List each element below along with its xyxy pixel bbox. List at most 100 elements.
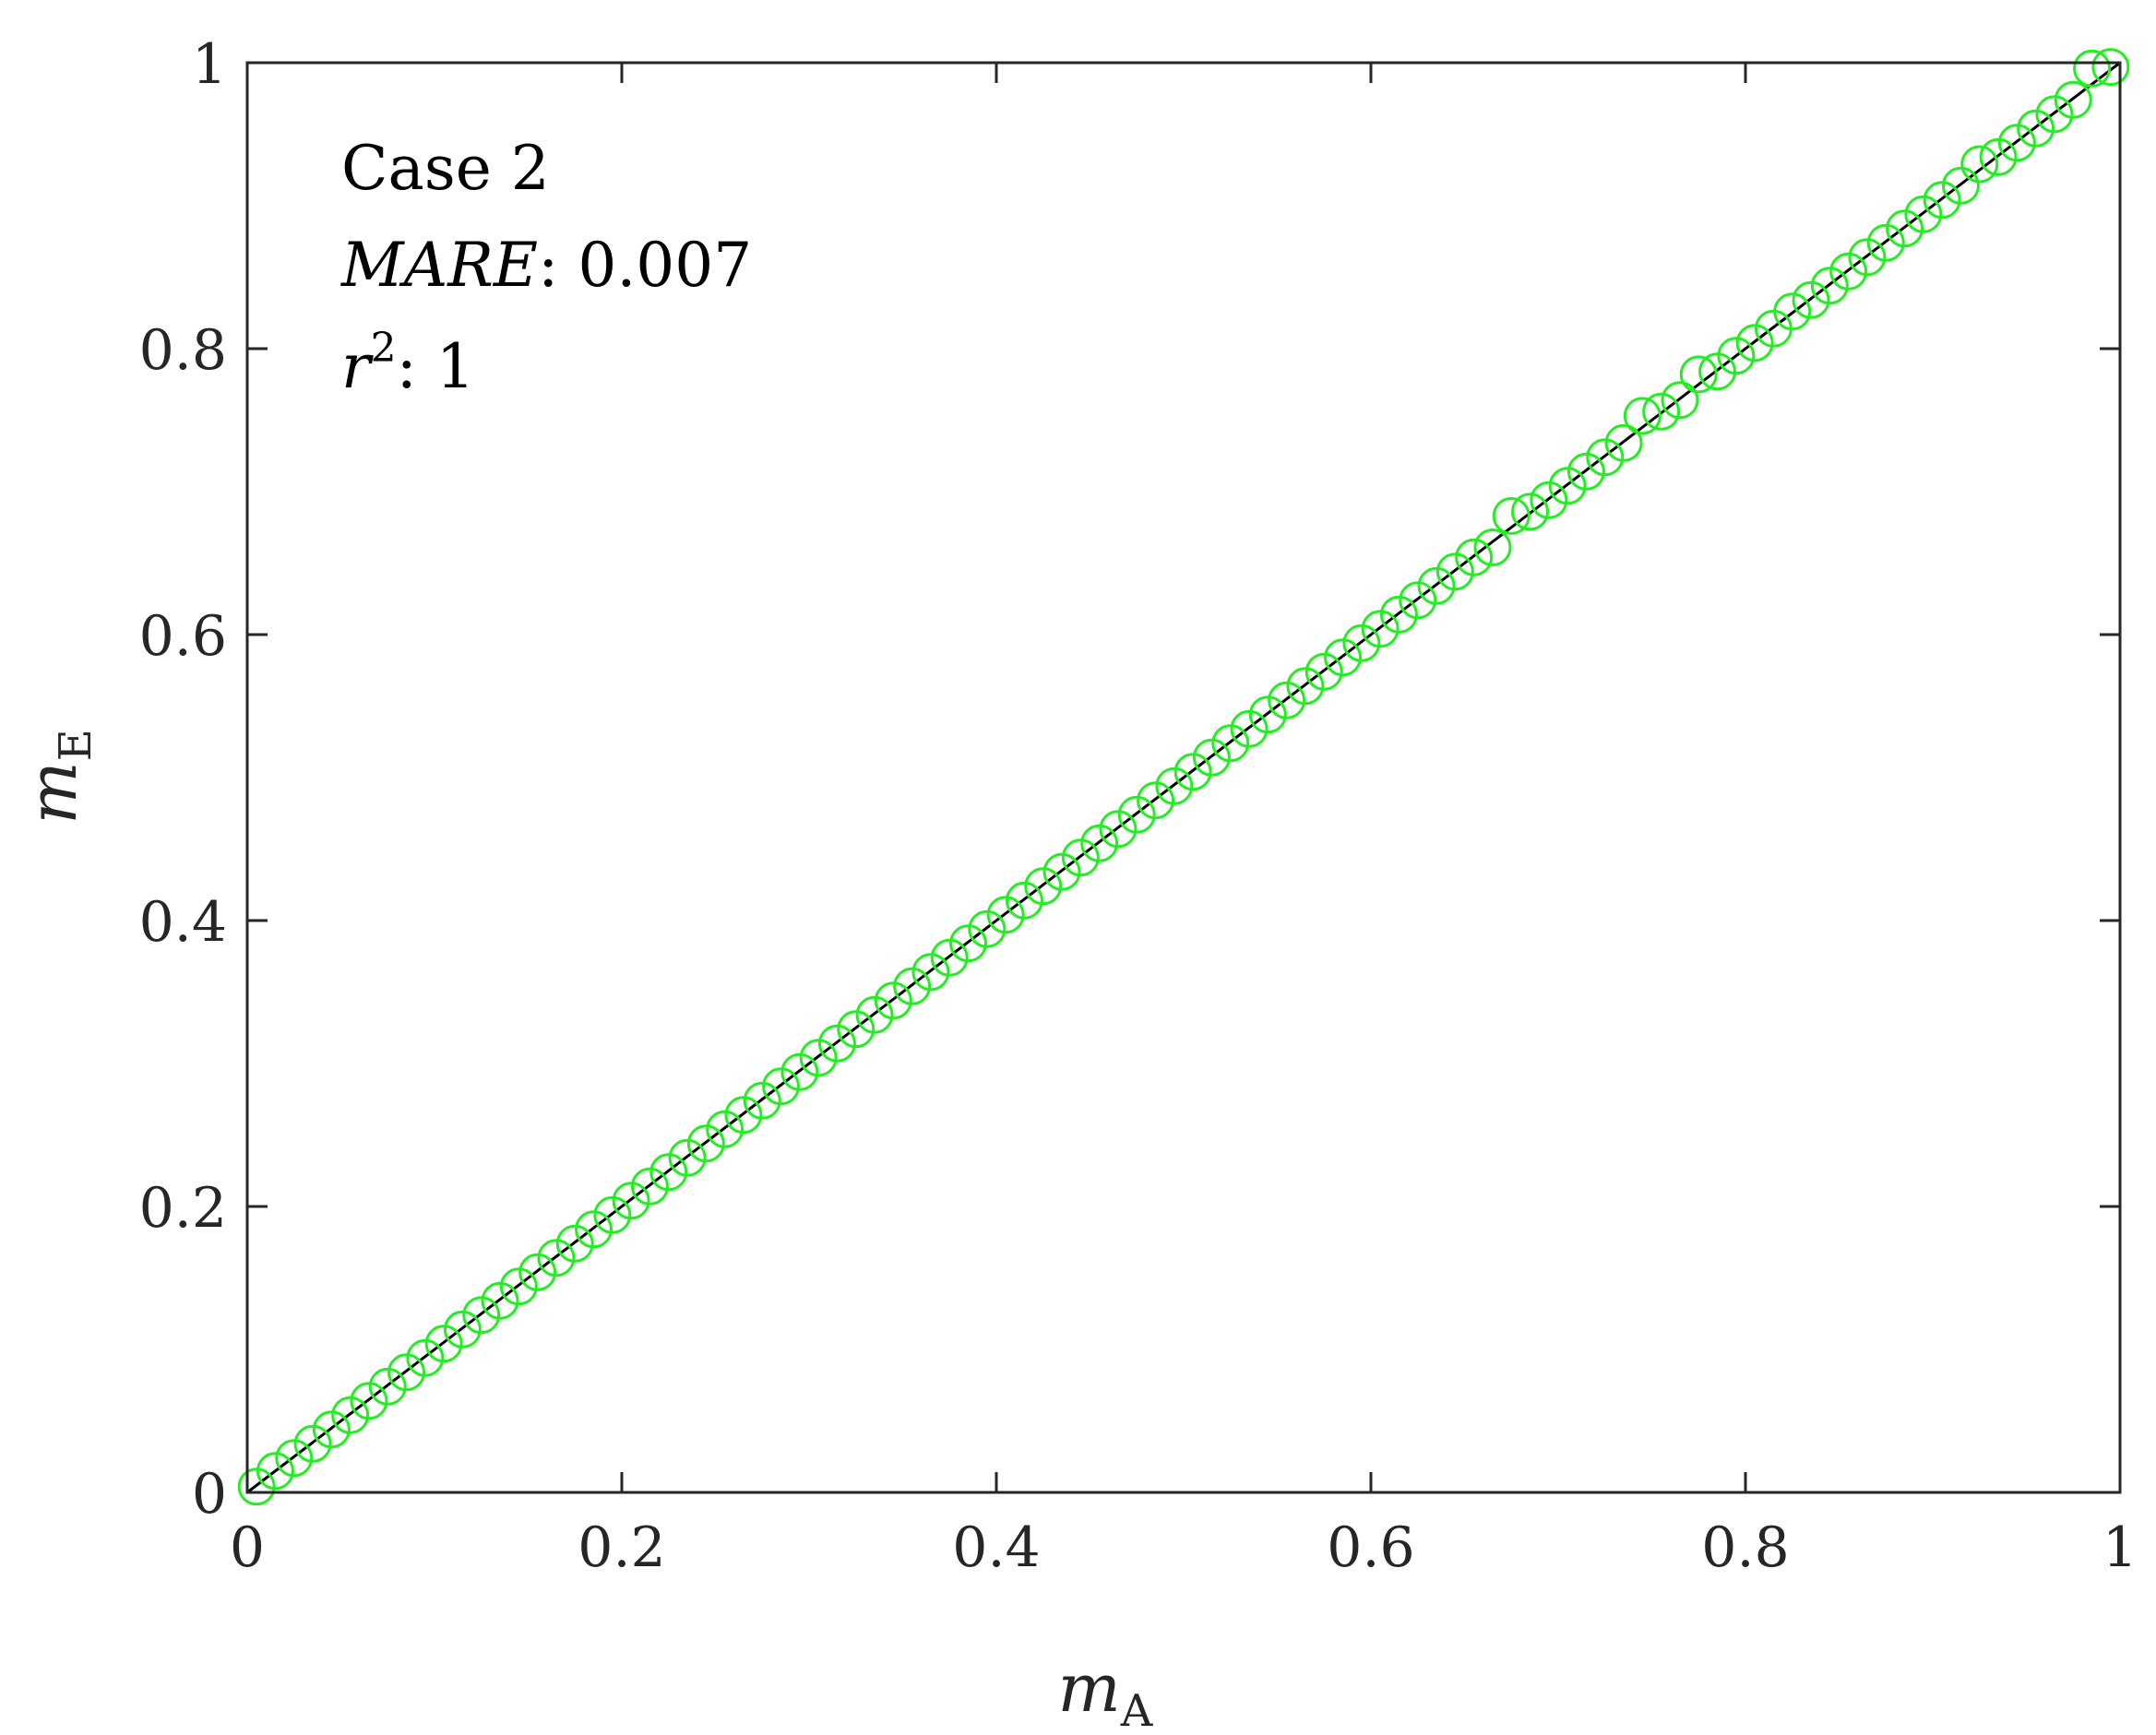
data-point <box>1061 838 1100 877</box>
x-axis-label-sub: A <box>1120 1685 1154 1735</box>
data-point <box>406 1338 445 1377</box>
data-markers <box>237 48 2130 1506</box>
data-point <box>780 1052 819 1091</box>
data-point <box>462 1296 501 1335</box>
y-tick-label: 0.8 <box>139 318 227 383</box>
data-point <box>2091 48 2130 87</box>
data-point <box>1324 638 1363 677</box>
x-tick-label: 0.4 <box>952 1515 1040 1580</box>
y-tick-labels: 0 0.2 0.4 0.6 0.8 1 <box>139 32 227 1527</box>
y-tick-label: 1 <box>192 32 227 97</box>
data-point <box>874 981 912 1020</box>
x-tick-label: 0 <box>230 1515 265 1580</box>
data-point <box>1941 166 1980 205</box>
data-point <box>986 896 1025 934</box>
data-point <box>443 1310 482 1349</box>
data-point <box>555 1224 594 1263</box>
data-point <box>387 1353 426 1392</box>
data-point <box>1566 452 1605 491</box>
data-point <box>368 1367 407 1406</box>
data-point <box>1024 867 1063 906</box>
data-point <box>649 1153 688 1192</box>
data-point <box>1530 481 1568 519</box>
data-point <box>1810 267 1849 305</box>
data-point <box>1137 781 1175 820</box>
data-point <box>1455 538 1494 576</box>
data-point <box>630 1167 669 1206</box>
data-point <box>911 953 950 992</box>
data-point <box>1099 810 1138 849</box>
data-point <box>1661 381 1699 420</box>
data-point <box>1848 238 1887 277</box>
data-point <box>893 967 932 1005</box>
data-point <box>2073 49 2112 88</box>
data-point <box>612 1182 650 1220</box>
data-point <box>1792 280 1830 319</box>
data-point <box>1548 467 1587 505</box>
data-point <box>499 1267 538 1306</box>
y-axis-label-base: m <box>14 761 91 824</box>
data-point <box>293 1424 332 1463</box>
data-point <box>686 1124 725 1163</box>
data-point <box>1623 397 1662 435</box>
data-point <box>1511 493 1550 531</box>
data-point <box>1173 753 1212 791</box>
data-point <box>949 924 988 963</box>
data-point <box>1979 137 2018 176</box>
data-point <box>1342 624 1381 662</box>
x-tick-label: 0.6 <box>1327 1515 1414 1580</box>
data-point <box>1417 566 1456 605</box>
data-point <box>1379 595 1418 634</box>
x-tick-label: 1 <box>2102 1515 2138 1580</box>
data-point <box>1304 652 1343 691</box>
data-point <box>1473 528 1512 566</box>
data-point <box>2035 95 2074 134</box>
data-point <box>312 1410 351 1449</box>
data-point <box>424 1325 463 1363</box>
data-point <box>1361 610 1400 648</box>
data-point <box>1960 145 1999 184</box>
data-point <box>1642 392 1681 431</box>
data-point <box>724 1096 763 1135</box>
data-point <box>668 1138 707 1177</box>
annotation-r2-exp: 2 <box>371 325 397 372</box>
annotation-r2: r2: 1 <box>341 325 475 402</box>
data-point <box>837 1010 876 1049</box>
data-point <box>593 1195 632 1234</box>
annotation-case: Case 2 <box>341 133 550 204</box>
data-point <box>256 1452 294 1491</box>
data-point <box>1679 355 1718 394</box>
data-point <box>518 1253 557 1291</box>
data-point <box>930 938 969 977</box>
data-point <box>481 1281 519 1320</box>
y-tick-label: 0 <box>192 1462 227 1527</box>
plot-frame <box>245 61 2122 1494</box>
data-point <box>1080 824 1119 862</box>
y-tick-label: 0.4 <box>139 890 227 955</box>
data-point <box>2054 80 2092 119</box>
data-point <box>1230 709 1269 748</box>
data-point <box>1604 423 1643 462</box>
x-tick-labels: 0 0.2 0.4 0.6 0.8 1 <box>230 1515 2138 1580</box>
data-point <box>1997 124 2036 162</box>
data-point <box>1268 681 1306 719</box>
data-point <box>1492 496 1531 535</box>
data-point <box>1904 195 1943 233</box>
data-point <box>350 1382 388 1420</box>
annotation-mare-value: : 0.007 <box>538 230 752 301</box>
data-point <box>1211 724 1250 763</box>
data-point <box>1773 292 1812 331</box>
data-point <box>1735 324 1774 362</box>
data-point <box>706 1110 744 1148</box>
annotation-mare-label: MARE <box>340 230 538 301</box>
annotation-r2-base: r <box>341 331 374 402</box>
data-point <box>1586 438 1625 477</box>
y-tick-label: 0.2 <box>139 1176 227 1241</box>
data-point <box>1886 209 1924 248</box>
x-axis-label: mA <box>1058 1649 1154 1735</box>
data-point <box>537 1239 576 1277</box>
data-point <box>275 1439 314 1478</box>
data-point <box>1042 852 1081 891</box>
data-point <box>1005 881 1043 920</box>
